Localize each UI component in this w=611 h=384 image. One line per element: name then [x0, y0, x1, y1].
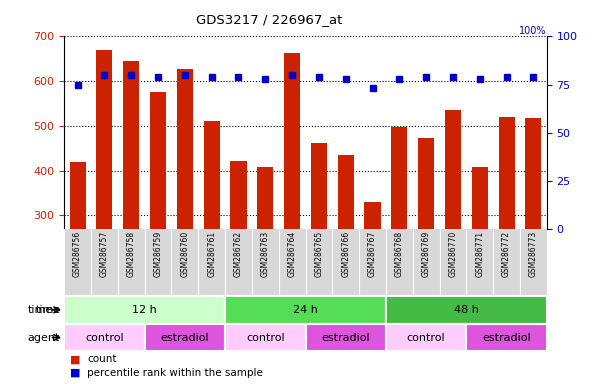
- Bar: [257, 167, 273, 229]
- Text: agent: agent: [27, 333, 60, 343]
- Text: GSM286760: GSM286760: [180, 231, 189, 277]
- Bar: [150, 93, 166, 229]
- Bar: [466, 324, 547, 351]
- Text: GSM286773: GSM286773: [529, 231, 538, 277]
- Bar: [472, 167, 488, 229]
- Bar: [225, 296, 386, 324]
- Text: 48 h: 48 h: [454, 305, 479, 315]
- Bar: [123, 61, 139, 229]
- Text: time: time: [27, 305, 53, 315]
- Text: estradiol: estradiol: [321, 333, 370, 343]
- Bar: [284, 53, 300, 229]
- Bar: [230, 161, 246, 229]
- Bar: [386, 296, 547, 324]
- Text: 100%: 100%: [519, 26, 547, 36]
- Bar: [499, 117, 514, 229]
- Bar: [97, 50, 112, 229]
- Text: 12 h: 12 h: [132, 305, 157, 315]
- Text: GSM286765: GSM286765: [315, 231, 323, 277]
- Bar: [70, 162, 86, 229]
- Bar: [386, 324, 466, 351]
- Text: GSM286770: GSM286770: [448, 231, 458, 277]
- Text: GSM286771: GSM286771: [475, 231, 485, 277]
- Bar: [64, 324, 145, 351]
- Text: GDS3217 / 226967_at: GDS3217 / 226967_at: [196, 13, 342, 26]
- Bar: [391, 127, 408, 229]
- Text: GSM286762: GSM286762: [234, 231, 243, 277]
- Bar: [338, 155, 354, 229]
- Text: GSM286756: GSM286756: [73, 231, 82, 277]
- Text: control: control: [407, 333, 445, 343]
- Bar: [203, 121, 220, 229]
- Bar: [225, 324, 306, 351]
- Text: control: control: [85, 333, 123, 343]
- Text: GSM286766: GSM286766: [341, 231, 350, 277]
- Text: GSM286757: GSM286757: [100, 231, 109, 277]
- Text: ■: ■: [70, 354, 81, 364]
- Bar: [365, 202, 381, 229]
- Text: GSM286767: GSM286767: [368, 231, 377, 277]
- Bar: [306, 324, 386, 351]
- Bar: [177, 69, 193, 229]
- Text: GSM286758: GSM286758: [126, 231, 136, 277]
- Text: percentile rank within the sample: percentile rank within the sample: [87, 368, 263, 378]
- Text: control: control: [246, 333, 285, 343]
- Bar: [525, 118, 541, 229]
- Text: time: time: [36, 305, 61, 315]
- Bar: [145, 324, 225, 351]
- Text: estradiol: estradiol: [482, 333, 531, 343]
- Text: ■: ■: [70, 368, 81, 378]
- Text: 24 h: 24 h: [293, 305, 318, 315]
- Text: GSM286761: GSM286761: [207, 231, 216, 277]
- Text: GSM286772: GSM286772: [502, 231, 511, 277]
- Text: count: count: [87, 354, 117, 364]
- Text: GSM286764: GSM286764: [288, 231, 296, 277]
- Text: GSM286759: GSM286759: [153, 231, 163, 277]
- Bar: [445, 110, 461, 229]
- Bar: [64, 296, 225, 324]
- Text: estradiol: estradiol: [161, 333, 209, 343]
- Bar: [311, 142, 327, 229]
- Bar: [418, 138, 434, 229]
- Text: GSM286763: GSM286763: [261, 231, 270, 277]
- Text: GSM286769: GSM286769: [422, 231, 431, 277]
- Text: GSM286768: GSM286768: [395, 231, 404, 277]
